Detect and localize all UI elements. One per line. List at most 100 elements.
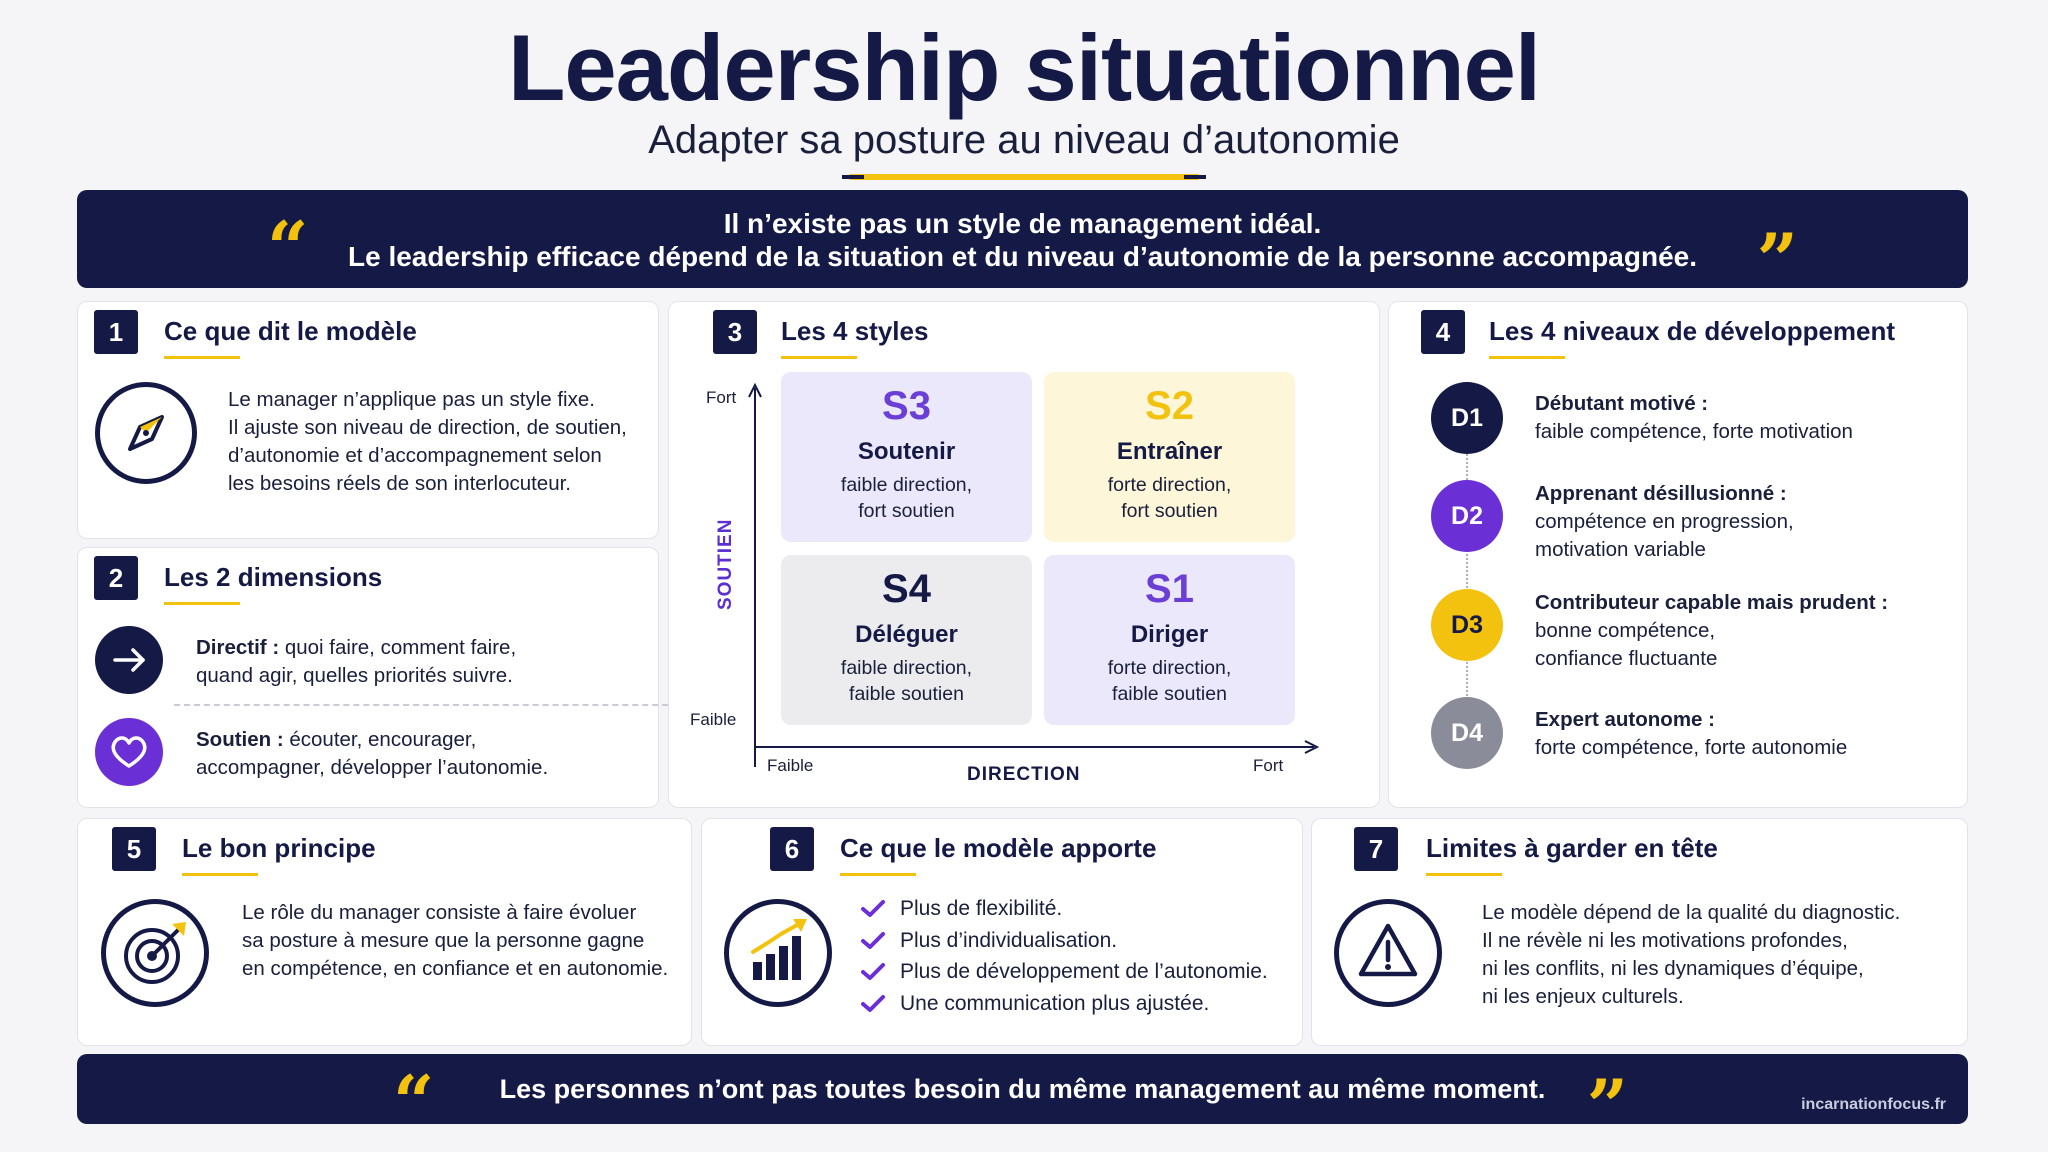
- text-line: les besoins réels de son interlocuteur.: [228, 472, 572, 495]
- text-line: Le rôle du manager consiste à faire évol…: [242, 901, 637, 924]
- section-number: 5: [112, 827, 156, 871]
- text-line: ni les conflits, ni les dynamiques d’équ…: [1482, 957, 1864, 980]
- text-line: ni les enjeux culturels.: [1482, 985, 1684, 1008]
- text-line: fort soutien: [1121, 500, 1218, 522]
- style-card-s1: S1 Diriger forte direction, faible souti…: [1044, 555, 1295, 725]
- text-line: Il ne révèle ni les motivations profonde…: [1482, 929, 1848, 952]
- style-code: S1: [1145, 567, 1194, 611]
- source-credit[interactable]: incarnationfocus.fr: [1801, 1096, 1946, 1113]
- level-label: Débutant motivé :: [1535, 392, 1709, 415]
- text-line: bonne compétence,: [1535, 619, 1716, 642]
- text-line: Le modèle dépend de la qualité du diagno…: [1482, 901, 1901, 924]
- text-line: motivation variable: [1535, 538, 1706, 561]
- check-icon: [861, 931, 885, 949]
- title-underline: [842, 174, 1206, 180]
- text-line: fort soutien: [858, 500, 955, 522]
- level-badge-d3: D3: [1431, 589, 1503, 661]
- compass-icon: [95, 382, 197, 484]
- level-label: Apprenant désillusionné :: [1535, 482, 1787, 505]
- text-line: en compétence, en confiance et en autono…: [242, 957, 669, 980]
- text-line: accompagner, développer l’autonomie.: [196, 756, 549, 779]
- list-item-label: Plus de développement de l’autonomie.: [900, 960, 1268, 983]
- section-number: 7: [1354, 827, 1398, 871]
- style-name: Soutenir: [857, 438, 956, 465]
- open-quote-icon: “: [267, 205, 309, 290]
- level-d1-text: Débutant motivé : faible compétence, for…: [1535, 390, 1853, 446]
- style-code: S4: [882, 567, 931, 611]
- top-quote-line-1: Il n’existe pas un style de management i…: [723, 208, 1322, 239]
- directif-description: Directif : quoi faire, comment faire, qu…: [196, 634, 516, 690]
- open-quote-icon: “: [393, 1059, 435, 1144]
- growth-chart-icon: [724, 899, 832, 1007]
- text-line: Il ajuste son niveau de direction, de so…: [228, 416, 627, 439]
- y-axis-high-label: Fort: [706, 388, 737, 407]
- text-line: forte direction,: [1107, 657, 1232, 679]
- principle-description: Le rôle du manager consiste à faire évol…: [242, 899, 668, 983]
- level-d4-text: Expert autonome : forte compétence, fort…: [1535, 706, 1847, 762]
- x-axis-low-label: Faible: [767, 756, 814, 775]
- text-line: faible direction,: [840, 657, 973, 679]
- page-title: Leadership situationnel: [507, 15, 1541, 120]
- style-name: Entraîner: [1116, 438, 1223, 465]
- list-item: Plus d’individualisation.: [860, 925, 1268, 957]
- check-icon: [861, 963, 885, 980]
- section-title: Les 2 dimensions: [164, 562, 383, 605]
- text-line: compétence en progression,: [1535, 510, 1794, 533]
- level-d3-text: Contributeur capable mais prudent : bonn…: [1535, 589, 1888, 673]
- card-model: 1 Ce que dit le modèle Le manager n’appl…: [77, 301, 659, 539]
- warning-icon: [1334, 899, 1442, 1007]
- section-title: Ce que le modèle apporte: [840, 833, 1157, 876]
- y-axis-title: SOUTIEN: [715, 518, 736, 610]
- card-styles: 3 Les 4 styles Fort Faible SOUTIEN Faibl…: [668, 301, 1380, 808]
- text-line: faible direction,: [840, 474, 973, 496]
- style-description: forte direction, fort soutien: [1044, 472, 1295, 524]
- text-line: forte compétence, forte autonomie: [1535, 736, 1848, 759]
- style-code: S2: [1145, 384, 1194, 428]
- check-icon: [861, 900, 885, 917]
- list-item-label: Une communication plus ajustée.: [900, 991, 1210, 1015]
- list-item-label: Plus de flexibilité.: [900, 897, 1063, 920]
- heart-icon: [95, 718, 163, 786]
- style-description: forte direction, faible soutien: [1044, 655, 1295, 707]
- style-name: Déléguer: [855, 621, 958, 648]
- close-quote-icon: ”: [1586, 1063, 1628, 1148]
- section-title: Les 4 styles: [781, 316, 929, 359]
- section-number: 3: [713, 310, 757, 354]
- bottom-quote-text: Les personnes n’ont pas toutes besoin du…: [499, 1074, 1546, 1104]
- section-number: 4: [1421, 310, 1465, 354]
- top-quote-banner: “ Il n’existe pas un style de management…: [77, 190, 1968, 296]
- style-description: faible direction, fort soutien: [781, 472, 1032, 524]
- level-label: Contributeur capable mais prudent :: [1535, 591, 1889, 614]
- check-icon: [861, 994, 885, 1012]
- section-number: 2: [94, 556, 138, 600]
- section-title: Le bon principe: [182, 833, 376, 876]
- y-axis-low-label: Faible: [690, 710, 737, 729]
- text-line: Le manager n’applique pas un style fixe.: [228, 388, 595, 411]
- axes: [748, 382, 1320, 767]
- level-label: Expert autonome :: [1535, 708, 1715, 731]
- text-line: quoi faire, comment faire,: [279, 636, 517, 659]
- section-number: 1: [94, 310, 138, 354]
- divider: [174, 704, 718, 706]
- text-line: forte direction,: [1107, 474, 1232, 496]
- text-line: quand agir, quelles priorités suivre.: [196, 664, 513, 687]
- benefits-list: Plus de flexibilité. Plus d’individualis…: [860, 893, 1268, 1019]
- list-item: Une communication plus ajustée.: [860, 988, 1268, 1020]
- list-item: Plus de flexibilité.: [860, 893, 1268, 925]
- card-limits: 7 Limites à garder en tête Le modèle dép…: [1311, 818, 1968, 1046]
- bottom-quote-banner: “ Les personnes n’ont pas toutes besoin …: [77, 1054, 1968, 1142]
- target-icon: [101, 899, 209, 1007]
- soutien-label: Soutien :: [196, 728, 284, 751]
- close-quote-icon: ”: [1756, 217, 1798, 302]
- style-description: faible direction, faible soutien: [781, 655, 1032, 707]
- x-axis-high-label: Fort: [1253, 756, 1284, 775]
- text-line: faible soutien: [849, 683, 964, 705]
- level-badge-d2: D2: [1431, 480, 1503, 552]
- text-line: faible compétence, forte motivation: [1535, 420, 1853, 443]
- list-item: Plus de développement de l’autonomie.: [860, 956, 1268, 988]
- level-badge-d4: D4: [1431, 697, 1503, 769]
- card-principle: 5 Le bon principe Le rôle du manager con…: [77, 818, 692, 1046]
- text-line: sa posture à mesure que la personne gagn…: [242, 929, 645, 952]
- levels-connector: [1466, 418, 1468, 728]
- text-line: faible soutien: [1112, 683, 1227, 705]
